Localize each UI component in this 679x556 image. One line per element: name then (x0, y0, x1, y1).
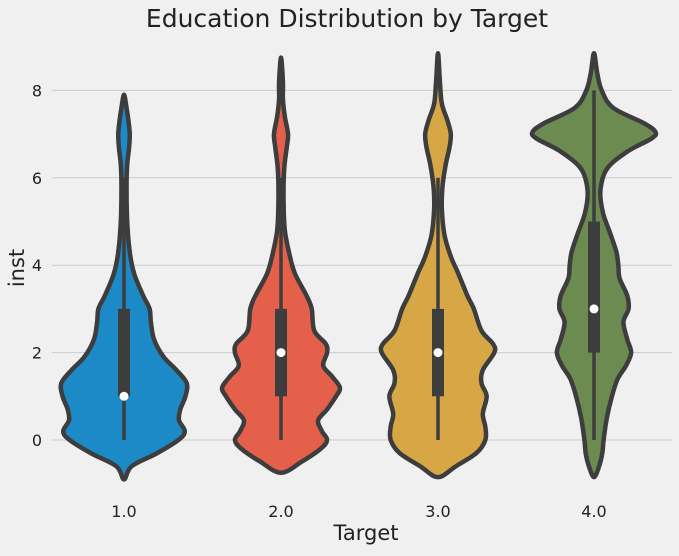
x-axis-label: Target (333, 521, 399, 545)
iqr-box (588, 221, 600, 353)
y-tick-label: 8 (32, 81, 42, 100)
violin-1.0 (58, 92, 190, 482)
x-tick-label: 4.0 (581, 502, 606, 521)
iqr-box (118, 308, 130, 397)
median-marker (276, 348, 286, 358)
violin-3.0 (378, 51, 498, 480)
x-tick-label: 3.0 (425, 502, 450, 521)
violin-2.0 (219, 55, 343, 476)
y-tick-label: 6 (32, 169, 42, 188)
y-tick-label: 4 (32, 256, 42, 275)
violins (58, 51, 659, 482)
x-tick-labels: 1.0 2.0 3.0 4.0 (111, 502, 606, 521)
chart-title: Education Distribution by Target (146, 4, 548, 33)
y-tick-label: 2 (32, 344, 42, 363)
x-tick-label: 2.0 (268, 502, 293, 521)
y-tick-label: 0 (32, 431, 42, 450)
median-marker (433, 348, 443, 358)
y-axis-label: inst (5, 249, 29, 287)
x-tick-label: 1.0 (111, 502, 136, 521)
violin-4.0 (529, 51, 659, 480)
y-tick-labels: 0 2 4 6 8 (32, 81, 42, 450)
median-marker (589, 304, 599, 314)
median-marker (119, 391, 129, 401)
